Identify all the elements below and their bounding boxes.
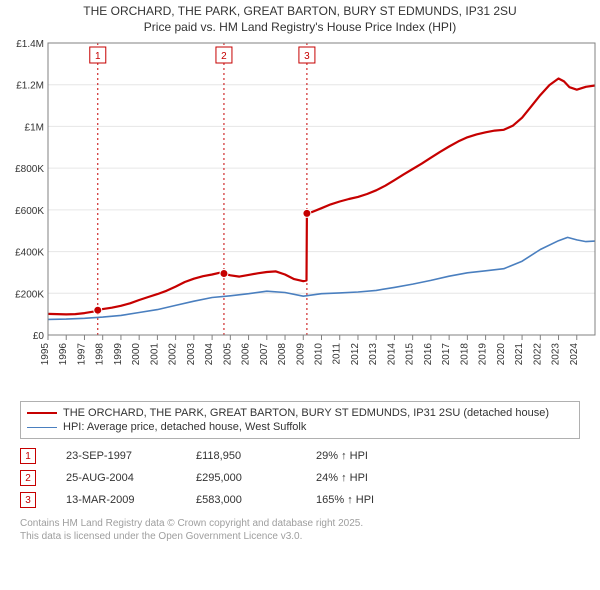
svg-text:2005: 2005 (222, 343, 233, 366)
svg-text:2008: 2008 (277, 343, 288, 366)
flag-price: £118,950 (196, 450, 316, 462)
flag-row: 2 25-AUG-2004£295,00024% ↑ HPI (20, 467, 580, 489)
svg-text:2023: 2023 (551, 343, 562, 366)
svg-text:2006: 2006 (241, 343, 252, 366)
svg-text:2009: 2009 (295, 343, 306, 366)
svg-text:£800K: £800K (15, 164, 44, 175)
flag-pct: 165% ↑ HPI (316, 494, 436, 506)
svg-text:2: 2 (221, 51, 227, 62)
svg-text:2022: 2022 (532, 343, 543, 366)
legend-swatch (27, 427, 57, 428)
chart-svg: £0 £200K £400K £600K £800K £1M £1.2M £1.4M 1 2 3 19… (0, 37, 600, 397)
svg-text:1997: 1997 (76, 343, 87, 366)
svg-text:2004: 2004 (204, 343, 215, 366)
svg-text:2012: 2012 (350, 343, 361, 366)
svg-text:2013: 2013 (368, 343, 379, 366)
flag-number-box: 2 (20, 470, 36, 486)
svg-text:2000: 2000 (131, 343, 142, 366)
svg-text:2003: 2003 (186, 343, 197, 366)
legend-swatch (27, 412, 57, 414)
flag-table: 1 23-SEP-1997£118,95029% ↑ HPI 2 25-AUG-200… (20, 445, 580, 511)
svg-text:2021: 2021 (514, 343, 525, 366)
svg-text:2010: 2010 (314, 343, 325, 366)
svg-text:£400K: £400K (15, 248, 44, 259)
svg-text:1996: 1996 (58, 343, 69, 366)
svg-text:£1.4M: £1.4M (16, 39, 44, 50)
flag-price: £583,000 (196, 494, 316, 506)
flag-pct: 29% ↑ HPI (316, 450, 436, 462)
svg-text:£600K: £600K (15, 206, 44, 217)
line-chart: £0 £200K £400K £600K £800K £1M £1.2M £1.4M 1 2 3 19… (0, 37, 600, 397)
svg-text:2011: 2011 (332, 343, 343, 365)
legend-row: THE ORCHARD, THE PARK, GREAT BARTON, BUR… (27, 406, 573, 420)
svg-text:2020: 2020 (496, 343, 507, 366)
legend-label: THE ORCHARD, THE PARK, GREAT BARTON, BUR… (63, 407, 549, 419)
svg-text:1998: 1998 (95, 343, 106, 366)
svg-text:2002: 2002 (168, 343, 179, 366)
svg-text:2018: 2018 (459, 343, 470, 366)
title-line-1: THE ORCHARD, THE PARK, GREAT BARTON, BUR… (10, 4, 590, 20)
legend: THE ORCHARD, THE PARK, GREAT BARTON, BUR… (20, 401, 580, 439)
flag-date: 25-AUG-2004 (66, 472, 196, 484)
svg-text:2014: 2014 (386, 343, 397, 366)
flag-date: 23-SEP-1997 (66, 450, 196, 462)
svg-text:2001: 2001 (149, 343, 160, 366)
svg-text:£200K: £200K (15, 289, 44, 300)
flag-number-box: 1 (20, 448, 36, 464)
svg-text:3: 3 (304, 51, 310, 62)
flag-row: 1 23-SEP-1997£118,95029% ↑ HPI (20, 445, 580, 467)
footer-line-2: This data is licensed under the Open Gov… (20, 530, 580, 543)
svg-text:1999: 1999 (113, 343, 124, 366)
flag-row: 3 13-MAR-2009£583,000165% ↑ HPI (20, 489, 580, 511)
footer-line-1: Contains HM Land Registry data © Crown c… (20, 517, 580, 530)
legend-row: HPI: Average price, detached house, West… (27, 420, 573, 434)
svg-text:£1.2M: £1.2M (16, 81, 44, 92)
flag-date: 13-MAR-2009 (66, 494, 196, 506)
title-line-2: Price paid vs. HM Land Registry's House … (10, 20, 590, 36)
svg-text:2017: 2017 (441, 343, 452, 366)
flag-price: £295,000 (196, 472, 316, 484)
svg-text:2016: 2016 (423, 343, 434, 366)
svg-text:2007: 2007 (259, 343, 270, 366)
flag-pct: 24% ↑ HPI (316, 472, 436, 484)
svg-text:1: 1 (95, 51, 101, 62)
legend-label: HPI: Average price, detached house, West… (63, 421, 306, 433)
svg-text:£0: £0 (33, 331, 45, 342)
svg-text:2015: 2015 (405, 343, 416, 366)
svg-text:£1M: £1M (25, 123, 44, 134)
chart-title: THE ORCHARD, THE PARK, GREAT BARTON, BUR… (0, 0, 600, 37)
svg-text:2024: 2024 (569, 343, 580, 366)
footer-attribution: Contains HM Land Registry data © Crown c… (20, 517, 580, 543)
flag-number-box: 3 (20, 492, 36, 508)
svg-text:1995: 1995 (40, 343, 51, 366)
svg-text:2019: 2019 (478, 343, 489, 366)
